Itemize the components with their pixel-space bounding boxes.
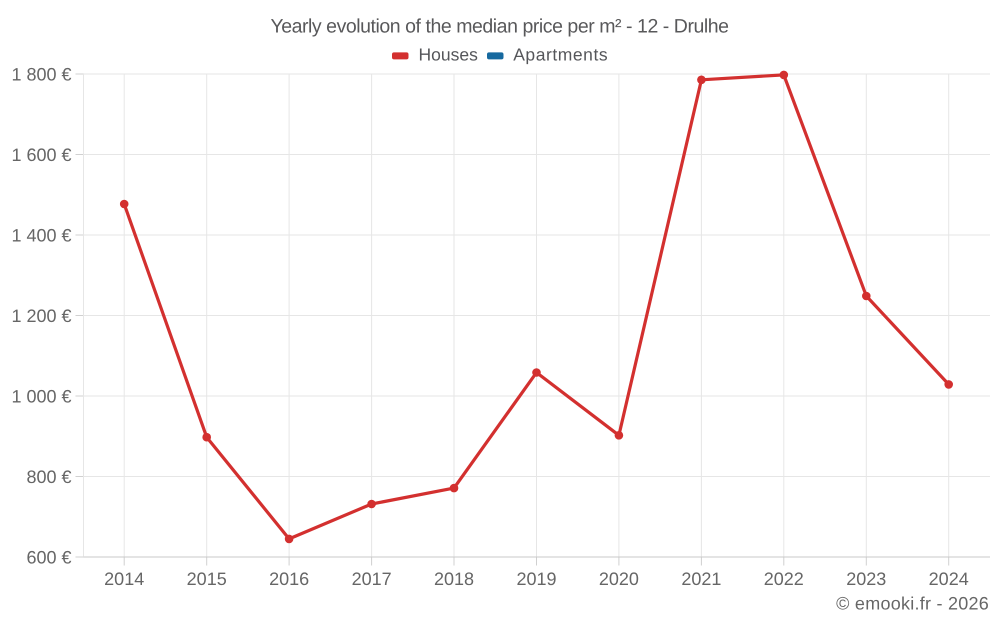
- svg-text:1 000 €: 1 000 €: [11, 387, 71, 407]
- svg-text:2015: 2015: [187, 569, 227, 589]
- svg-text:800 €: 800 €: [26, 467, 71, 487]
- svg-text:2024: 2024: [929, 569, 969, 589]
- svg-text:2016: 2016: [269, 569, 309, 589]
- svg-text:1 200 €: 1 200 €: [11, 306, 71, 326]
- svg-text:2020: 2020: [599, 569, 639, 589]
- svg-text:2023: 2023: [846, 569, 886, 589]
- svg-text:© emooki.fr - 2026: © emooki.fr - 2026: [836, 594, 989, 614]
- svg-text:Yearly evolution of the median: Yearly evolution of the median price per…: [270, 16, 728, 38]
- svg-text:1 800 €: 1 800 €: [11, 65, 71, 85]
- svg-text:2017: 2017: [352, 569, 392, 589]
- svg-text:600 €: 600 €: [26, 548, 71, 568]
- svg-text:Apartments: Apartments: [513, 45, 608, 65]
- svg-text:Houses: Houses: [419, 45, 479, 65]
- svg-text:2022: 2022: [764, 569, 804, 589]
- svg-text:1 400 €: 1 400 €: [11, 226, 71, 246]
- svg-text:2014: 2014: [104, 569, 144, 589]
- svg-text:1 600 €: 1 600 €: [11, 145, 71, 165]
- svg-text:2019: 2019: [516, 569, 556, 589]
- svg-text:2018: 2018: [434, 569, 474, 589]
- svg-text:2021: 2021: [681, 569, 721, 589]
